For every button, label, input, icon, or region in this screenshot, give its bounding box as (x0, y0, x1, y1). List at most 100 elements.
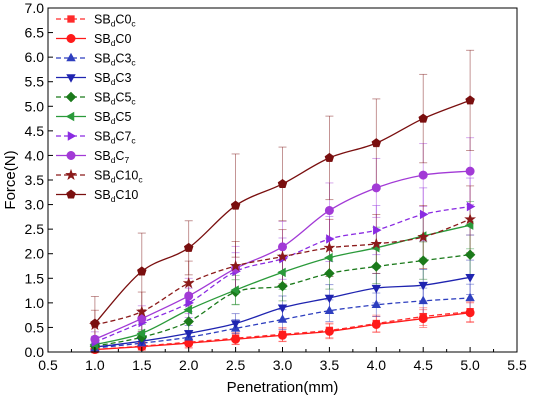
data-point-SBdC0 (324, 326, 334, 336)
legend-label-part: d (111, 19, 116, 29)
legend-marker (65, 111, 75, 122)
legend-label-part: d (111, 136, 116, 146)
data-point-SBdC5c (277, 280, 288, 292)
legend-label-part: SB (94, 188, 111, 202)
legend-entry-SBdC3: SBdC3 (56, 71, 131, 87)
data-point-SBdC7 (418, 170, 428, 180)
y-tick-label: 0.0 (25, 344, 45, 360)
x-tick-label: 2.5 (226, 357, 246, 373)
series-markers (89, 95, 476, 355)
data-point-SBdC3c (324, 305, 335, 314)
legend-label-part: C5 (115, 110, 131, 124)
legend-entry-SBdC7: SBdC7 (56, 149, 129, 165)
legend-label-part: C3 (115, 52, 131, 66)
x-tick-label: 4.5 (413, 357, 433, 373)
data-point-SBdC3 (324, 294, 335, 304)
data-point-SBdC10c (323, 241, 336, 253)
data-point-SBdC10 (230, 200, 241, 210)
legend-label-part: SB (94, 32, 111, 46)
data-point-SBdC7 (371, 183, 381, 193)
legend-entry-SBdC0c: SBdC0c (56, 13, 136, 29)
legend-label-part: d (111, 155, 116, 165)
data-point-SBdC5 (324, 252, 333, 263)
data-point-SBdC10 (277, 178, 288, 188)
data-point-SBdC10c (229, 259, 242, 271)
data-point-SBdC5 (183, 305, 192, 315)
legend-label: SBdC7c (94, 130, 136, 146)
legend-label-part: d (111, 58, 116, 68)
legend-marker (65, 168, 77, 180)
data-point-SBdC5 (464, 220, 474, 230)
y-tick-label: 2.0 (25, 246, 45, 262)
y-tick-label: 6.0 (25, 49, 45, 65)
data-point-SBdC3 (418, 281, 428, 291)
y-tick-label: 2.5 (25, 221, 45, 237)
legend-marker (66, 151, 76, 161)
y-tick-label: 4.0 (25, 147, 45, 163)
x-tick-label: 3.5 (320, 357, 340, 373)
x-tick-label: 4.0 (367, 357, 387, 373)
legend-label-part: c (131, 97, 136, 107)
data-point-SBdC7 (137, 314, 147, 324)
data-point-SBdC7c (185, 298, 194, 308)
x-axis-label: Penetration(mm) (227, 379, 339, 396)
legend-label-part: C7 (115, 130, 131, 144)
y-tick-label: 6.5 (25, 25, 45, 41)
x-tick-label: 3.0 (273, 357, 293, 373)
data-point-SBdC3 (183, 330, 194, 339)
legend-label-part: C0 (115, 32, 131, 46)
data-point-SBdC10 (465, 95, 475, 105)
legend-label: SBdC10c (94, 169, 143, 185)
legend-label: SBdC5 (94, 110, 131, 126)
y-tick-label: 3.0 (25, 197, 45, 213)
legend-label-part: C5 (115, 91, 131, 105)
legend-label-part: c (131, 58, 136, 68)
data-point-SBdC10 (324, 152, 335, 162)
legend-marker (66, 189, 76, 199)
data-point-SBdC10c (135, 305, 148, 317)
y-tick-label: 1.0 (25, 295, 45, 311)
legend-label-part: C3 (115, 71, 131, 85)
legend-label-part: d (111, 38, 116, 48)
y-tick-label: 1.5 (25, 270, 45, 286)
data-point-SBdC7 (465, 166, 475, 176)
data-point-SBdC3 (371, 284, 382, 294)
y-axis-ticks: 0.0 0.5 1.0 1.5 2.0 2.5 3.0 3.5 4.0 4.5 5.0 5.5 6.0 6… (25, 0, 53, 360)
data-point-SBdC7 (90, 334, 100, 344)
legend-label-part: SB (94, 130, 111, 144)
data-point-SBdC10c (276, 250, 289, 262)
legend-label-part: d (111, 77, 116, 87)
y-tick-label: 3.5 (25, 172, 45, 188)
data-point-SBdC5c (417, 255, 429, 266)
x-axis-ticks: 0.5 1.0 1.5 2.0 2.5 3.0 3.5 4.0 4.5 5.0 5.5 (38, 347, 527, 373)
data-point-SBdC3 (465, 274, 475, 283)
legend-marker (66, 33, 76, 43)
legend-label-part: SB (94, 91, 111, 105)
legend-label-part: c (131, 136, 136, 146)
data-point-SBdC5c (464, 249, 476, 260)
data-point-SBdC7c (419, 209, 429, 220)
legend-label-part: SB (94, 110, 111, 124)
data-point-SBdC5 (230, 285, 239, 295)
legend-entry-SBdC10c: SBdC10c (56, 169, 143, 185)
y-tick-label: 5.5 (25, 74, 45, 90)
legend-label: SBdC10 (94, 188, 138, 204)
legend-entry-SBdC7c: SBdC7c (56, 130, 136, 146)
y-axis-label: Force(N) (2, 150, 19, 209)
legend-label: SBdC3c (94, 52, 136, 68)
data-point-SBdC3c (277, 314, 288, 323)
legend-label-part: C (115, 149, 124, 163)
x-tick-label: 5.5 (507, 357, 527, 373)
x-tick-label: 5.0 (460, 357, 480, 373)
x-tick-label: 1.5 (132, 357, 152, 373)
data-point-SBdC0 (231, 334, 241, 344)
legend-label-part: d (111, 194, 116, 204)
legend-label-part: C10 (115, 169, 138, 183)
data-point-SBdC10c (417, 230, 430, 242)
legend-marker (66, 74, 76, 83)
legend-marker (67, 131, 77, 141)
data-point-SBdC10 (137, 266, 147, 276)
legend-entry-SBdC5c: SBdC5c (56, 91, 136, 107)
legend-entry-SBdC5: SBdC5 (56, 110, 131, 126)
